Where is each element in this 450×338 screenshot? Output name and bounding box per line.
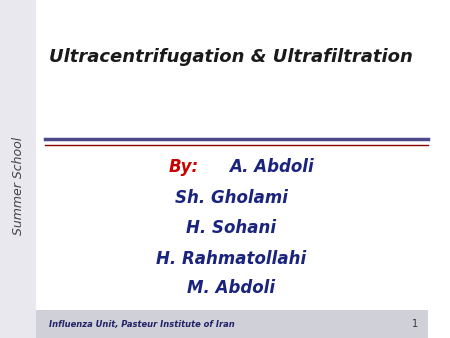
- Text: Influenza Unit, Pasteur Institute of Iran: Influenza Unit, Pasteur Institute of Ira…: [50, 320, 235, 329]
- Text: 1: 1: [412, 319, 418, 329]
- Text: H. Rahmatollahi: H. Rahmatollahi: [156, 249, 306, 268]
- FancyBboxPatch shape: [36, 310, 428, 338]
- Text: Ultracentrifugation & Ultrafiltration: Ultracentrifugation & Ultrafiltration: [50, 48, 413, 67]
- Text: Sh. Gholami: Sh. Gholami: [175, 189, 288, 207]
- Text: H. Sohani: H. Sohani: [186, 219, 276, 237]
- Text: Summer School: Summer School: [12, 137, 25, 235]
- Text: A. Abdoli: A. Abdoli: [229, 158, 314, 176]
- FancyBboxPatch shape: [0, 0, 36, 338]
- Text: By:: By:: [169, 158, 199, 176]
- Text: M. Abdoli: M. Abdoli: [187, 279, 275, 297]
